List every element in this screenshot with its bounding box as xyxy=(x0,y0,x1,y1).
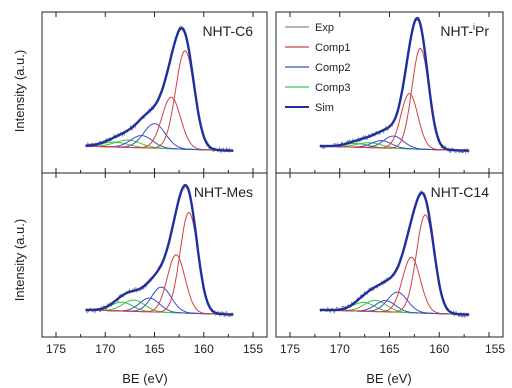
comp1-curve-1 xyxy=(85,96,234,152)
panel-title: NHT-Mes xyxy=(194,184,253,200)
comp1-curve-0 xyxy=(85,50,234,152)
x-axis-label-right: BE (eV) xyxy=(366,371,412,386)
comp1-curve-0 xyxy=(85,211,234,316)
panel-2: NHT-Mes xyxy=(41,172,268,338)
x-tick-label: 170 xyxy=(95,342,115,356)
panel-title: NHT-C14 xyxy=(431,184,490,200)
x-tick-label: 165 xyxy=(379,342,399,356)
exp-trace xyxy=(319,190,470,319)
comp1-curve-1 xyxy=(319,92,470,152)
panel-title: NHT-iPr xyxy=(440,22,489,39)
legend: Exp Comp1 Comp2 Comp3 Sim xyxy=(285,22,350,114)
sim-curve xyxy=(85,183,234,316)
x-tick-label: 160 xyxy=(429,342,449,356)
sim-curve xyxy=(319,16,470,152)
comp1-curve-0 xyxy=(319,214,470,316)
panel-1: NHT-iPr xyxy=(275,11,504,174)
x-axis-label-left: BE (eV) xyxy=(122,371,168,386)
x-tick-label: 155 xyxy=(485,342,505,356)
x-tick-label: 175 xyxy=(280,342,300,356)
ticks-layer: 175 170 165 160 155 175 170 165 160 155 xyxy=(46,12,505,356)
panels-layer: NHT-C6 NHT-iPr NHT-Mes NHT-C14 xyxy=(41,11,504,338)
panel-0: NHT-C6 xyxy=(41,11,268,174)
x-tick-label: 160 xyxy=(194,342,214,356)
legend-label-comp1: Comp1 xyxy=(315,42,350,54)
legend-label-sim: Sim xyxy=(315,102,334,114)
exp-trace xyxy=(85,184,234,318)
sim-curve xyxy=(85,26,234,152)
legend-label-comp3: Comp3 xyxy=(315,82,350,94)
exp-trace xyxy=(85,24,234,154)
sim-curve xyxy=(319,191,470,316)
x-tick-label: 175 xyxy=(46,342,66,356)
x-tick-label: 165 xyxy=(144,342,164,356)
legend-label-comp2: Comp2 xyxy=(315,62,350,74)
legend-label-exp: Exp xyxy=(315,22,334,34)
y-axis-label-bottom: Intensity (a.u.) xyxy=(12,219,27,301)
panel-3: NHT-C14 xyxy=(275,172,504,338)
comp1-curve-1 xyxy=(85,254,234,316)
x-tick-label: 170 xyxy=(330,342,350,356)
panel-title: NHT-C6 xyxy=(202,23,253,39)
x-tick-label: 155 xyxy=(243,342,263,356)
y-axis-label-top: Intensity (a.u.) xyxy=(12,50,27,132)
